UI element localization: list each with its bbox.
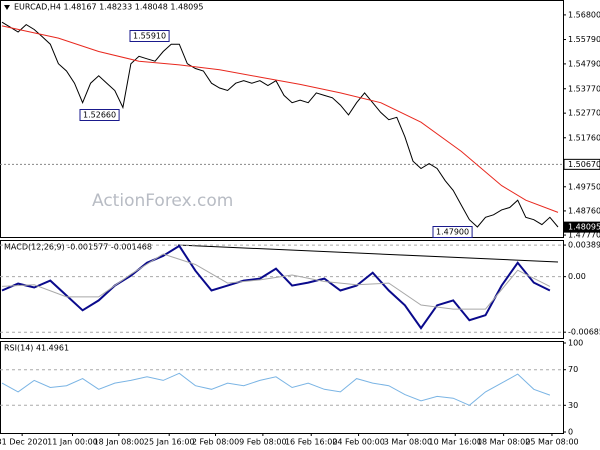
y-tick-label: 1.56800 xyxy=(568,10,600,19)
annotation-box xyxy=(79,109,120,121)
level-label: 1.50670 xyxy=(568,160,600,169)
y-tick-label: 1.55790 xyxy=(568,35,600,44)
annotation: 1.47900 xyxy=(436,228,469,237)
y-tick-label: 1.54790 xyxy=(568,59,600,68)
y-tick-label: 100 xyxy=(568,339,583,348)
x-tick-label: 3 Mar 08:00 xyxy=(384,438,432,447)
y-tick-label: 1.51760 xyxy=(568,133,600,142)
y-tick-label: 70 xyxy=(568,365,578,374)
y-tick-label: 1.53770 xyxy=(568,84,600,93)
y-tick-label: -0.006853 xyxy=(568,328,600,337)
level-box xyxy=(563,221,600,233)
x-tick-label: 10 Mar 16:00 xyxy=(429,438,482,447)
panel-title: RSI(14) 41.4961 xyxy=(4,344,69,353)
x-tick-label: 16 Feb 16:00 xyxy=(285,438,337,447)
x-tick-label: 18 Jan 08:00 xyxy=(94,438,145,447)
series-line xyxy=(1,25,559,213)
x-tick-label: 18 Mar 08:00 xyxy=(477,438,530,447)
series-line xyxy=(1,244,551,330)
price-panel xyxy=(0,0,564,238)
series-line xyxy=(1,253,551,310)
rsi-panel xyxy=(0,341,564,434)
annotation: 1.52660 xyxy=(83,111,116,120)
y-tick-label: 1.52770 xyxy=(568,109,600,118)
y-tick-label: 30 xyxy=(568,401,578,410)
y-tick-label: 1.47770 xyxy=(568,231,600,240)
x-tick-label: 31 Dec 2020 xyxy=(0,438,48,447)
x-tick-label: 25 Mar 08:00 xyxy=(525,438,578,447)
annotation-box xyxy=(432,226,473,238)
series-line xyxy=(1,21,559,228)
x-tick-label: 11 Jan 00:00 xyxy=(47,438,98,447)
trend-line xyxy=(177,244,559,263)
series-line xyxy=(1,372,551,406)
panel-title: MACD(12,26,9) -0.001577 -0.001468 xyxy=(4,243,152,252)
y-tick-label: 1.48760 xyxy=(568,206,600,215)
panel-title: EURCAD,H4 1.48167 1.48233 1.48048 1.4809… xyxy=(14,3,203,12)
y-tick-label: 0.003897 xyxy=(568,241,600,250)
y-tick-label: 0.00 xyxy=(568,272,586,281)
x-tick-label: 9 Feb 08:00 xyxy=(239,438,286,447)
annotation-box xyxy=(129,30,170,42)
x-tick-label: 24 Feb 00:00 xyxy=(332,438,384,447)
y-tick-label: 1.49750 xyxy=(568,182,600,191)
menu-icon xyxy=(4,5,10,10)
annotation: 1.55910 xyxy=(133,32,166,41)
macd-panel xyxy=(0,240,564,339)
y-tick-label: 0 xyxy=(568,428,573,437)
x-tick-label: 25 Jan 16:00 xyxy=(144,438,195,447)
x-tick-label: 2 Feb 08:00 xyxy=(192,438,239,447)
watermark: ActionForex.com xyxy=(92,191,233,211)
level-label: 1.48095 xyxy=(568,223,600,232)
level-box xyxy=(563,158,600,170)
